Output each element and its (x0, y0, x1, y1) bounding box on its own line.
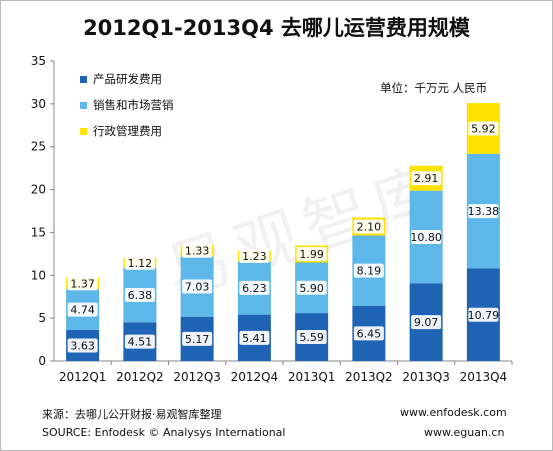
data-label-admin: 1.37 (70, 277, 95, 290)
legend-item-admin: 行政管理费用 (80, 118, 174, 144)
data-label-box (182, 331, 213, 346)
data-label-admin: 1.33 (185, 245, 210, 258)
data-label-box (67, 302, 98, 317)
data-label-box (411, 171, 442, 186)
x-tick-label: 2013Q2 (345, 370, 393, 384)
data-label-admin: 2.91 (414, 172, 439, 185)
data-label-box (353, 263, 384, 278)
data-label-admin: 1.99 (299, 248, 324, 261)
y-tick-label: 35 (31, 54, 46, 68)
data-label-admin: 1.23 (242, 250, 267, 263)
data-label-sales: 13.38 (468, 205, 500, 218)
data-label-box (239, 330, 270, 345)
data-label-box (182, 243, 213, 258)
y-tick-label: 25 (31, 140, 46, 154)
x-tick-label: 2012Q4 (231, 370, 279, 384)
data-label-box (124, 255, 155, 270)
data-label-box (67, 276, 98, 291)
data-label-rd: 9.07 (414, 316, 439, 329)
data-label-box (353, 219, 384, 234)
x-tick-label: 2013Q3 (402, 370, 450, 384)
data-label-rd: 10.79 (468, 309, 500, 322)
data-label-box (411, 315, 442, 330)
data-label-rd: 3.63 (70, 339, 95, 352)
y-tick-label: 0 (38, 354, 46, 368)
data-label-sales: 8.19 (357, 265, 382, 278)
legend-swatch-sales (80, 101, 87, 109)
legend-label-rd: 产品研发费用 (93, 72, 162, 86)
data-label-sales: 5.90 (299, 282, 324, 295)
data-label-sales: 4.74 (70, 304, 95, 317)
data-label-box (182, 279, 213, 294)
data-label-sales: 10.80 (410, 231, 442, 244)
legend-swatch-admin (80, 127, 87, 135)
data-label-sales: 6.23 (242, 282, 267, 295)
site-enfodesk: www.enfodesk.com (400, 406, 507, 419)
data-label-sales: 6.38 (128, 289, 153, 302)
y-tick-label: 10 (31, 268, 46, 282)
data-label-box (468, 204, 499, 219)
legend-swatch-rd (80, 75, 87, 83)
chart-title: 2012Q1-2013Q4 去哪儿运营费用规模 (83, 16, 470, 40)
data-label-rd: 5.17 (185, 333, 210, 346)
legend-item-rd: 产品研发费用 (80, 66, 174, 92)
data-label-box (468, 121, 499, 136)
data-label-rd: 5.41 (242, 332, 267, 345)
source-cn: 来源：去哪儿公开财报·易观智库整理 (42, 408, 222, 421)
data-label-rd: 6.45 (357, 327, 382, 340)
data-label-box (296, 246, 327, 261)
data-label-box (411, 229, 442, 244)
x-tick-label: 2013Q4 (460, 370, 508, 384)
data-label-box (124, 334, 155, 349)
x-tick-label: 2012Q1 (59, 370, 107, 384)
data-label-admin: 2.10 (357, 221, 382, 234)
x-tick-label: 2013Q1 (288, 370, 336, 384)
legend-label-admin: 行政管理费用 (93, 124, 162, 138)
data-label-rd: 5.59 (299, 331, 324, 344)
site-eguan: www.eguan.cn (424, 426, 505, 439)
y-tick-label: 5 (38, 311, 46, 325)
legend-label-sales: 销售和市场营销 (93, 98, 174, 112)
data-label-box (67, 338, 98, 353)
data-label-rd: 4.51 (128, 336, 153, 349)
data-label-box (239, 280, 270, 295)
data-label-box (124, 288, 155, 302)
data-label-admin: 5.92 (471, 122, 496, 135)
data-label-box (353, 326, 384, 341)
data-label-box (296, 280, 327, 295)
data-label-admin: 1.12 (128, 257, 153, 270)
y-tick-label: 30 (31, 97, 46, 111)
source-en: SOURCE: Enfodesk © Analysys Internationa… (42, 426, 286, 439)
data-label-sales: 7.03 (185, 281, 210, 294)
legend: 产品研发费用 销售和市场营销 行政管理费用 (80, 66, 174, 144)
legend-item-sales: 销售和市场营销 (80, 92, 174, 118)
x-tick-label: 2012Q3 (173, 370, 221, 384)
data-label-box (296, 330, 327, 345)
unit-label: 单位：千万元 人民币 (380, 81, 488, 95)
y-tick-label: 15 (31, 225, 46, 239)
x-tick-label: 2012Q2 (116, 370, 164, 384)
data-label-box (468, 307, 499, 322)
y-tick-label: 20 (31, 183, 46, 197)
data-label-box (239, 248, 270, 263)
